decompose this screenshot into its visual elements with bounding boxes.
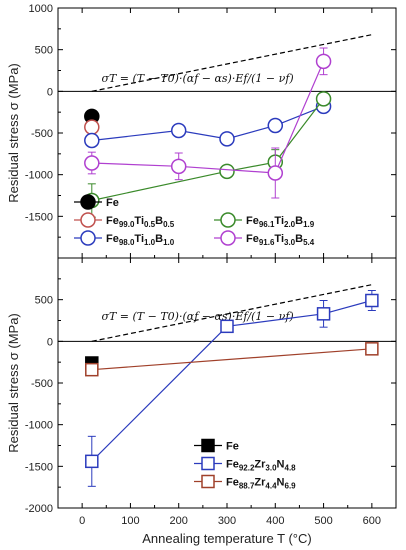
legend: Fe Fe99.0Ti0.5B0.5 Fe98.0Ti1.0B1.0 Fe96.1Ti… [74, 194, 315, 247]
data-point [267, 117, 284, 134]
y-tick-label: -1500 [25, 461, 53, 473]
series-line [91, 105, 324, 142]
y-tick-label: -1500 [25, 211, 53, 223]
x-tick-label: 100 [121, 515, 139, 527]
y-tick-label: 0 [47, 86, 53, 98]
x-tick-label: 200 [170, 515, 188, 527]
y-tick-label: 1000 [29, 3, 53, 15]
series-Fe98.0Ti1.0B1.0 [84, 98, 332, 149]
y-axis-title: Residual stress σ (MPa) [6, 63, 21, 203]
legend-label: Fe91.6Ti3.0B5.4 [246, 233, 315, 247]
series-Fe92.2Zr3.0N4.8 [85, 290, 379, 487]
data-point [219, 163, 235, 180]
legend-marker [201, 456, 215, 471]
legend-marker [220, 230, 236, 246]
x-tick-label: 0 [79, 515, 85, 527]
legend-label: Fe [226, 441, 239, 453]
data-point [84, 155, 100, 171]
series-Fe88.7Zr4.4N6.9 [85, 342, 379, 377]
data-point [85, 454, 99, 469]
formula-annotation: σT = (T − T0)·(αf − αs)·Ef/(1 − νf) [101, 72, 293, 85]
data-point [365, 293, 379, 308]
y-tick-label: -2000 [25, 503, 53, 515]
data-point [170, 122, 187, 139]
legend-marker [220, 212, 236, 228]
legend-label: Fe99.0Ti0.5B0.5 [106, 215, 175, 229]
y-tick-label: -500 [31, 378, 53, 390]
legend: Fe Fe92.2Zr3.0N4.8 Fe88.7Zr4.4N6.9 [194, 438, 296, 491]
data-point [267, 165, 284, 181]
series-line [91, 61, 325, 174]
chart-panel-bottom: 500 0 -500 -1000 -1500 -2000 0 100 200 300 400 500 6… [6, 257, 397, 546]
data-point [170, 158, 187, 175]
legend-label: Fe [106, 197, 119, 209]
legend-marker [80, 230, 96, 246]
series-line [91, 348, 372, 371]
y-axis-title: Residual stress σ (MPa) [6, 313, 21, 453]
legend-marker [80, 212, 96, 228]
legend-label: Fe96.1Ti2.0B1.9 [246, 215, 315, 229]
data-point [315, 91, 332, 107]
y-tick-label: 500 [35, 295, 53, 307]
chart-panel-top: 1000 500 0 -500 -1000 -1500 Residual stress σ … [6, 3, 397, 259]
y-tick-label: 500 [35, 45, 53, 57]
legend-label: Fe88.7Zr4.4N6.9 [226, 477, 296, 491]
y-tick-label: -1000 [25, 170, 53, 182]
formula-annotation: σT = (T − T0)·(αf − αs)·Ef/(1 − νf) [101, 310, 293, 323]
legend-marker [201, 474, 215, 489]
x-tick-label: 300 [218, 515, 236, 527]
y-tick-label: 0 [47, 336, 53, 348]
data-point [365, 342, 379, 356]
x-tick-label: 500 [314, 515, 332, 527]
data-point [220, 319, 234, 334]
plot-frame [57, 257, 397, 509]
y-tick-label: -1000 [25, 420, 53, 432]
y-tick-label: -500 [31, 128, 53, 140]
x-tick-label: 400 [266, 515, 284, 527]
x-tick-label: 600 [363, 515, 381, 527]
legend-label: Fe98.0Ti1.0B1.0 [106, 233, 175, 247]
data-point [85, 362, 99, 377]
series-Fe91.6Ti3.0B5.4 [84, 47, 332, 199]
data-point [84, 119, 100, 135]
legend-marker [201, 438, 215, 453]
data-point [84, 132, 100, 149]
data-point [315, 53, 332, 70]
legend-label: Fe92.2Zr3.0N4.8 [226, 459, 296, 473]
series-Fe99.0Ti0.5B0.5 [84, 119, 100, 135]
x-axis-title: Annealing temperature T (°C) [142, 531, 311, 546]
data-point [316, 307, 331, 321]
data-point [219, 131, 235, 147]
legend-marker [80, 194, 96, 210]
series-line [91, 98, 325, 202]
series-Fe96.1Ti2.0B1.9 [84, 91, 332, 218]
series-line [91, 299, 373, 462]
